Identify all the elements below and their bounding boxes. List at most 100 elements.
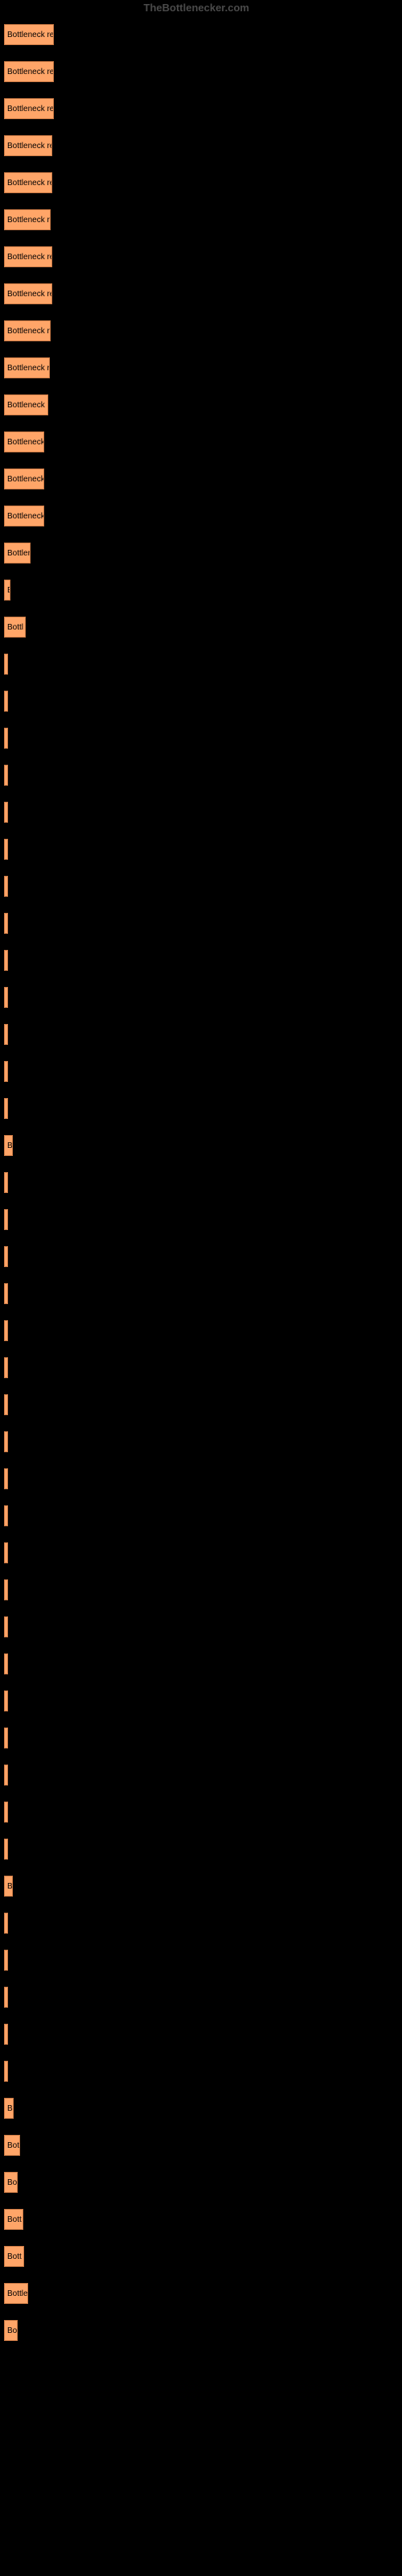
- bar: [4, 1802, 8, 1823]
- bar: Bottleneck res: [4, 246, 52, 267]
- bar-row: [4, 1386, 398, 1423]
- bar: [4, 1283, 8, 1304]
- bar: [4, 1839, 8, 1860]
- bar: [4, 1098, 8, 1119]
- bar-row: Bottleneck re: [4, 349, 398, 386]
- bar: [4, 1505, 8, 1526]
- bar-row: [4, 1312, 398, 1349]
- bar: Bottleneck: [4, 469, 44, 489]
- bar: Bottleneck res: [4, 61, 54, 82]
- bar-row: [4, 757, 398, 794]
- bar-row: [4, 1571, 398, 1608]
- bar: [4, 1357, 8, 1378]
- bar: Bottleneck res: [4, 24, 54, 45]
- bar: Bottleneck res: [4, 172, 52, 193]
- bar-row: [4, 1349, 398, 1386]
- bar-row: Bottleneck re: [4, 312, 398, 349]
- bar-row: Bot: [4, 2127, 398, 2164]
- bar: [4, 1690, 8, 1711]
- bar-row: Bottleneck res: [4, 90, 398, 127]
- bar-row: [4, 905, 398, 942]
- bar-row: [4, 1942, 398, 1979]
- bar-row: [4, 1645, 398, 1682]
- bar-row: [4, 1090, 398, 1127]
- bar-row: [4, 646, 398, 683]
- bar: [4, 765, 8, 786]
- bar-row: B: [4, 572, 398, 609]
- bar: [4, 728, 8, 749]
- bar: Bottleneck re: [4, 320, 51, 341]
- bar: [4, 1950, 8, 1971]
- bar: Bottleneck re: [4, 357, 50, 378]
- bar-row: [4, 1608, 398, 1645]
- bar: B: [4, 2098, 14, 2119]
- watermark-text: TheBottlenecker.com: [144, 2, 250, 14]
- bar: [4, 1987, 8, 2008]
- bar: Bottleneck res: [4, 283, 52, 304]
- bar-row: Bo: [4, 2312, 398, 2349]
- bar-row: [4, 1497, 398, 1534]
- bar: [4, 1320, 8, 1341]
- bar: [4, 950, 8, 971]
- bar-row: Bottleneck res: [4, 53, 398, 90]
- bar: [4, 987, 8, 1008]
- bar: [4, 1394, 8, 1415]
- bar: Bo: [4, 2172, 18, 2193]
- bar: Bottleneck r: [4, 394, 48, 415]
- bar-row: [4, 1534, 398, 1571]
- bar-row: [4, 1831, 398, 1868]
- bar-row: Bott: [4, 2238, 398, 2275]
- bar: [4, 1061, 8, 1082]
- bar-row: [4, 1460, 398, 1497]
- bar: [4, 1728, 8, 1748]
- bar: [4, 1616, 8, 1637]
- bar: [4, 2061, 8, 2082]
- bar: Bottleneck: [4, 431, 44, 452]
- bar: [4, 1653, 8, 1674]
- bar-row: Bottler: [4, 535, 398, 572]
- bar: Bo: [4, 2320, 18, 2341]
- bar-row: Bottl: [4, 609, 398, 646]
- bar-row: Bottleneck re: [4, 201, 398, 238]
- bar-row: [4, 1757, 398, 1794]
- bar-row: Bottleneck res: [4, 164, 398, 201]
- bar-row: B: [4, 2090, 398, 2127]
- bar-row: [4, 979, 398, 1016]
- bar-row: Bottleneck: [4, 423, 398, 460]
- bar: [4, 876, 8, 897]
- bar-row: [4, 868, 398, 905]
- bar-row: [4, 683, 398, 720]
- bar: B: [4, 580, 10, 601]
- bar: [4, 1431, 8, 1452]
- bar-row: Bottle: [4, 2275, 398, 2312]
- bar: [4, 839, 8, 860]
- bar: [4, 1468, 8, 1489]
- bar-row: [4, 1275, 398, 1312]
- bar-row: Bott: [4, 2201, 398, 2238]
- bar-row: [4, 1794, 398, 1831]
- bar-row: B: [4, 1868, 398, 1905]
- bar-row: [4, 720, 398, 757]
- bar-row: Bottleneck r: [4, 386, 398, 423]
- bar-row: [4, 1682, 398, 1719]
- bar: [4, 802, 8, 823]
- bar: Bot: [4, 2135, 20, 2156]
- bar-row: [4, 1979, 398, 2016]
- bar: [4, 913, 8, 934]
- bar-row: Bo: [4, 2164, 398, 2201]
- bar-row: [4, 1719, 398, 1757]
- bar-row: [4, 942, 398, 979]
- bar-row: [4, 1016, 398, 1053]
- bar-row: [4, 2053, 398, 2090]
- bar-row: [4, 1164, 398, 1201]
- bar: [4, 1172, 8, 1193]
- bar-row: [4, 1053, 398, 1090]
- bar: Bottleneck re: [4, 209, 51, 230]
- bar: [4, 1209, 8, 1230]
- bar: Bott: [4, 2246, 24, 2267]
- bar: [4, 654, 8, 675]
- bar-row: Bottleneck res: [4, 238, 398, 275]
- bar: Bottle: [4, 2283, 28, 2304]
- bar: Bott: [4, 2209, 23, 2230]
- bar-row: [4, 794, 398, 831]
